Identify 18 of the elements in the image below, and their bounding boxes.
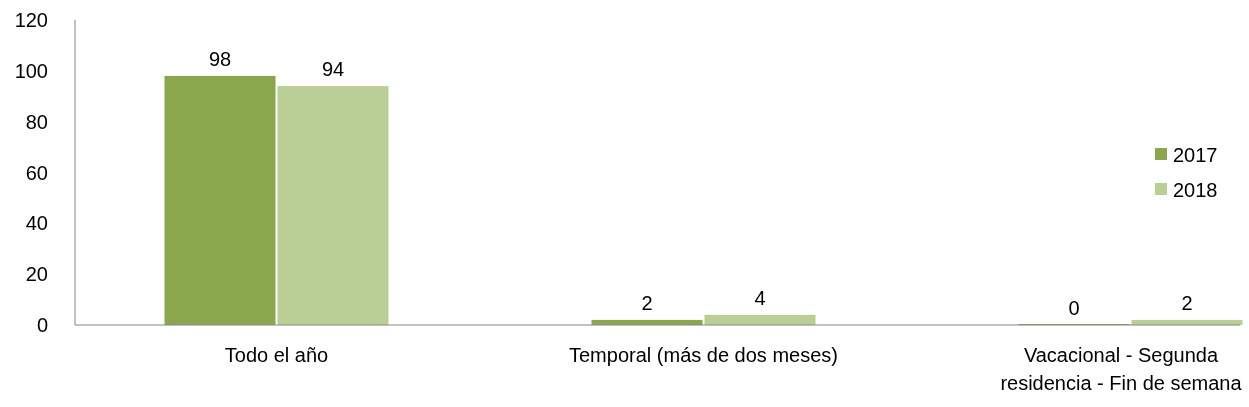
y-tick-label: 80 (25, 110, 48, 133)
legend-label: 2018 (1173, 179, 1218, 201)
x-tick-label: Vacacional - Segunda residencia - Fin de semana (1000, 344, 1243, 394)
y-tick-label: 100 (14, 59, 48, 82)
legend-label: 2017 (1173, 144, 1218, 166)
data-label: 0 (1068, 297, 1080, 319)
y-tick-label: 40 (25, 212, 48, 235)
y-tick-label: 60 (25, 161, 48, 184)
y-tick-label: 20 (25, 263, 48, 286)
data-label: 94 (321, 58, 345, 81)
y-tick-label: 120 (14, 9, 48, 31)
x-tick-label: Todo el año (224, 344, 329, 366)
data-label: 2 (1181, 291, 1193, 314)
data-label: 98 (208, 47, 232, 70)
x-tick-label: Temporal (más de dos meses) (569, 344, 838, 366)
data-label: 4 (754, 286, 766, 309)
y-tick-label: 0 (36, 314, 48, 336)
data-label: 2 (641, 291, 653, 314)
